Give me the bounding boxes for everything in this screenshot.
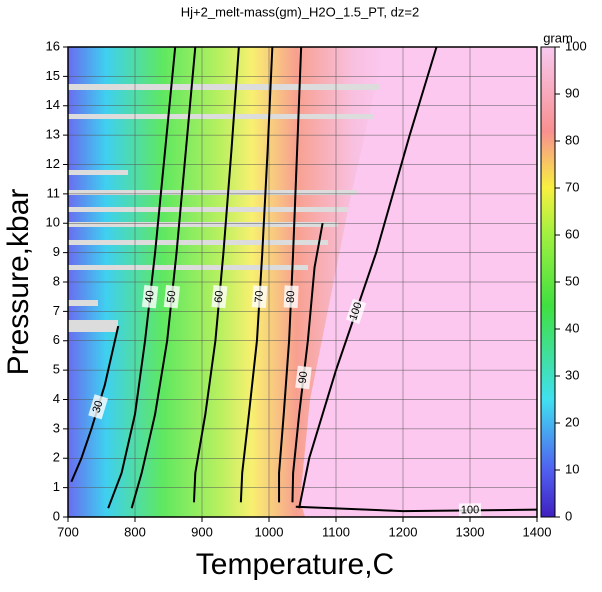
contour-label-bg bbox=[295, 365, 312, 390]
contour-line bbox=[107, 46, 177, 509]
contour-label-bg bbox=[458, 503, 482, 518]
plot-frame bbox=[67, 46, 538, 518]
colorbar-tick-label: 90 bbox=[565, 85, 579, 100]
colorbar-tick-label: 50 bbox=[565, 273, 579, 288]
contour-label: 60 bbox=[213, 290, 226, 303]
x-tick-label: 1200 bbox=[389, 524, 418, 539]
contour-label-bg bbox=[251, 285, 268, 309]
contour-label-bg bbox=[141, 284, 159, 309]
y-tick-label: 7 bbox=[53, 303, 60, 318]
contour-line bbox=[239, 46, 274, 503]
x-axis-label: Temperature,C bbox=[196, 548, 394, 581]
y-tick-label: 6 bbox=[53, 332, 60, 347]
contour-label: 30 bbox=[91, 399, 106, 414]
contour-label-bg bbox=[211, 285, 228, 309]
contour-label: 40 bbox=[143, 290, 156, 304]
colorbar-tick-label: 20 bbox=[565, 414, 579, 429]
chart-title: Hj+2_melt-mass(gm)_H2O_1.5_PT, dz=2 bbox=[181, 4, 419, 19]
contour-label: 100 bbox=[347, 301, 364, 322]
y-tick-label: 13 bbox=[46, 127, 60, 142]
y-tick-label: 9 bbox=[53, 244, 60, 259]
y-tick-label: 15 bbox=[46, 68, 60, 83]
contour-label: 80 bbox=[285, 290, 298, 303]
y-tick-label: 14 bbox=[46, 97, 60, 112]
x-tick-label: 1300 bbox=[456, 524, 485, 539]
colorbar-label: gram bbox=[543, 30, 573, 45]
contour-line bbox=[192, 46, 240, 503]
contour-line bbox=[278, 46, 303, 503]
contour-label: 70 bbox=[253, 290, 266, 303]
colorbar-tick-label: 30 bbox=[565, 367, 579, 382]
contour-line bbox=[130, 46, 197, 509]
x-tick-label: 1100 bbox=[322, 524, 350, 539]
x-tick-label: 1000 bbox=[255, 524, 284, 539]
colorbar-tick-label: 0 bbox=[565, 508, 572, 523]
colorbar-tick-label: 80 bbox=[565, 132, 579, 147]
y-tick-label: 11 bbox=[47, 185, 61, 200]
x-tick-label: 900 bbox=[191, 524, 213, 539]
x-tick-label: 800 bbox=[124, 524, 146, 539]
colorbar-tick-label: 10 bbox=[565, 461, 579, 476]
x-tick-label: 700 bbox=[57, 524, 79, 539]
y-tick-label: 5 bbox=[53, 362, 60, 377]
colorbar-tick-label: 100 bbox=[565, 38, 587, 53]
contour-label-bg bbox=[88, 394, 109, 420]
contour-line bbox=[295, 505, 538, 513]
y-tick-label: 16 bbox=[46, 38, 60, 53]
y-tick-label: 10 bbox=[46, 215, 60, 230]
contour-label-bg bbox=[283, 285, 299, 308]
y-tick-label: 3 bbox=[53, 420, 60, 435]
contour-label: 50 bbox=[165, 290, 178, 303]
colorbar-tick-label: 40 bbox=[565, 320, 579, 335]
y-tick-label: 12 bbox=[46, 156, 60, 171]
y-tick-label: 2 bbox=[53, 450, 60, 465]
contour-line bbox=[70, 325, 120, 483]
missing-stripes bbox=[68, 84, 380, 332]
x-tick-label: 1400 bbox=[523, 524, 552, 539]
contour-label: 100 bbox=[461, 504, 479, 516]
y-tick-label: 0 bbox=[53, 508, 60, 523]
y-axis-label: Pressure,kbar bbox=[2, 189, 35, 376]
y-tick-label: 4 bbox=[53, 391, 60, 406]
contour-label-bg bbox=[163, 285, 180, 309]
contour-label: 90 bbox=[297, 371, 310, 385]
colorbar-tick-label: 60 bbox=[565, 226, 579, 241]
y-tick-label: 1 bbox=[53, 479, 60, 494]
y-tick-label: 8 bbox=[53, 273, 60, 288]
colorbar-tick-label: 70 bbox=[565, 179, 579, 194]
colorbar bbox=[540, 46, 556, 518]
contour-label-bg bbox=[345, 298, 367, 325]
